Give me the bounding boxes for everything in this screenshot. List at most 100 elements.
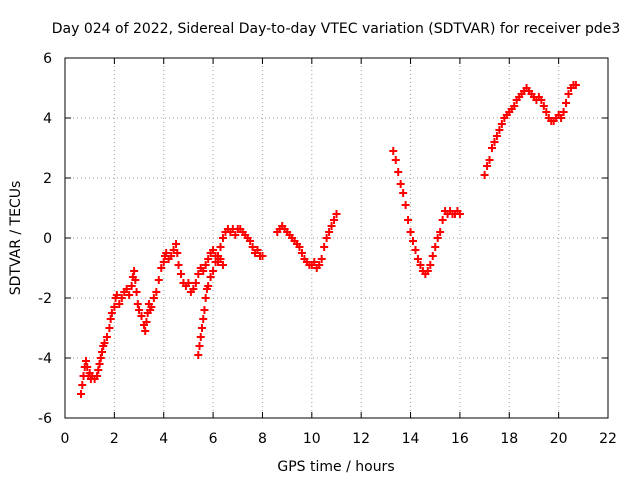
- data-point: [96, 354, 105, 362]
- grid: [65, 58, 608, 418]
- data-point: [167, 252, 176, 260]
- data-point: [258, 252, 267, 260]
- data-point: [94, 366, 103, 374]
- data-point: [455, 210, 464, 218]
- data-point: [315, 261, 324, 269]
- data-point: [389, 147, 398, 155]
- data-point: [199, 267, 208, 275]
- data-point: [310, 258, 319, 266]
- data-point: [510, 102, 519, 110]
- data-point: [199, 315, 208, 323]
- y-tick-label: -6: [38, 411, 52, 427]
- data-point: [209, 246, 218, 254]
- data-point: [147, 303, 156, 311]
- data-point: [571, 81, 580, 89]
- data-point: [95, 360, 104, 368]
- chart-title: Day 024 of 2022, Sidereal Day-to-day VTE…: [52, 21, 621, 37]
- data-point: [327, 222, 336, 230]
- data-point: [131, 276, 140, 284]
- data-point: [110, 303, 119, 311]
- y-tick-label: 0: [43, 231, 52, 247]
- x-tick-label: 18: [500, 431, 518, 447]
- data-point: [125, 291, 134, 299]
- data-point: [132, 288, 141, 296]
- data-point: [411, 246, 420, 254]
- data-point: [436, 228, 445, 236]
- plot-frame: [64, 57, 609, 419]
- data-point: [204, 282, 213, 290]
- data-point: [194, 351, 203, 359]
- data-point: [297, 249, 306, 257]
- data-point: [83, 363, 92, 371]
- data-point: [195, 342, 204, 350]
- x-tick-label: 8: [258, 431, 267, 447]
- data-point: [133, 300, 142, 308]
- data-point: [149, 294, 158, 302]
- data-point: [317, 255, 326, 263]
- data-point: [216, 243, 225, 251]
- data-point: [117, 294, 126, 302]
- data-point: [487, 144, 496, 152]
- data-point: [154, 276, 163, 284]
- data-point: [142, 318, 151, 326]
- data-point: [320, 243, 329, 251]
- data-point: [426, 261, 435, 269]
- x-tick-label: 2: [110, 431, 119, 447]
- series-segment-5: [480, 81, 580, 179]
- data-point: [141, 327, 150, 335]
- data-point: [201, 294, 210, 302]
- data-point: [211, 258, 220, 266]
- x-tick-label: 16: [451, 431, 469, 447]
- data-point: [194, 270, 203, 278]
- data-point: [122, 285, 131, 293]
- data-point: [246, 237, 255, 245]
- data-point: [495, 126, 504, 134]
- data-point: [253, 246, 262, 254]
- x-tick-label: 0: [61, 431, 70, 447]
- data-point: [191, 279, 200, 287]
- data-point: [196, 333, 205, 341]
- x-tick-label: 12: [352, 431, 370, 447]
- data-point: [539, 102, 548, 110]
- data-point: [394, 168, 403, 176]
- data-point: [480, 171, 489, 179]
- data-point: [483, 162, 492, 170]
- data-point: [100, 339, 109, 347]
- data-point: [295, 243, 304, 251]
- data-point: [106, 315, 115, 323]
- data-point: [557, 114, 566, 122]
- data-point: [218, 261, 227, 269]
- data-point: [431, 243, 440, 251]
- data-point: [206, 273, 215, 281]
- axis-ticks: 0 2 4 6 8 10 12 14 16 18 20 22 -6 -4 -2 0 2 4 6: [38, 51, 617, 447]
- data-point: [172, 240, 181, 248]
- data-point: [115, 300, 124, 308]
- data-point: [401, 201, 410, 209]
- data-point: [130, 267, 139, 275]
- y-axis-label: SDTVAR / TECUs: [8, 181, 24, 296]
- data-point: [137, 312, 146, 320]
- data-point: [423, 267, 432, 275]
- data-point: [200, 306, 209, 314]
- data-point: [157, 264, 166, 272]
- data-point: [559, 108, 568, 116]
- data-points: [77, 81, 580, 398]
- x-tick-label: 6: [209, 431, 218, 447]
- data-point: [201, 261, 210, 269]
- data-point: [490, 138, 499, 146]
- data-point: [177, 270, 186, 278]
- data-point: [184, 279, 193, 287]
- series-segment-1: [77, 225, 267, 398]
- data-point: [399, 189, 408, 197]
- data-point: [325, 228, 334, 236]
- data-point: [162, 249, 171, 257]
- data-point: [332, 210, 341, 218]
- data-point: [135, 306, 144, 314]
- data-point: [102, 333, 111, 341]
- data-point: [485, 156, 494, 164]
- data-point: [409, 237, 418, 245]
- data-point: [77, 390, 86, 398]
- x-tick-label: 22: [599, 431, 617, 447]
- data-point: [564, 90, 573, 98]
- data-point: [159, 258, 168, 266]
